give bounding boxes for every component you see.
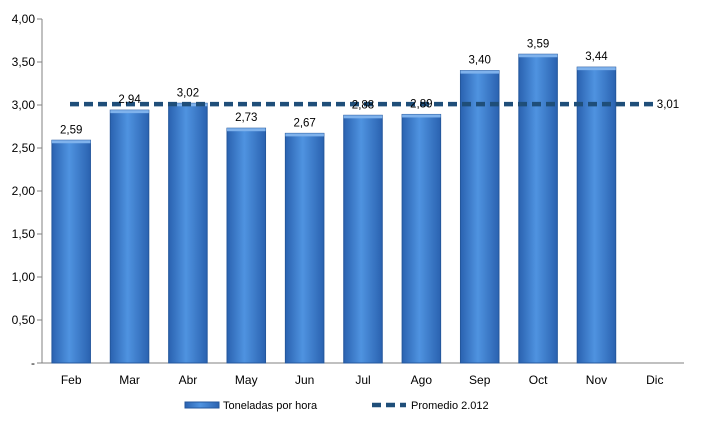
bar-top-highlight (402, 114, 441, 118)
bar-value-label: 2,88 (352, 99, 374, 111)
y-tick-label: 2,50 (12, 141, 36, 155)
bar-value-label: 3,44 (585, 51, 608, 63)
legend: Toneladas por hora Promedio 2.012 (184, 400, 489, 412)
bar-value-label: 2,67 (293, 117, 315, 129)
y-axis-ticks: - 0,50 1,00 1,50 2,00 2,50 3,00 3,50 4,00 (12, 12, 42, 370)
x-tick-label: Oct (529, 373, 548, 387)
average-line-series: 3,01 (70, 99, 679, 111)
bar-value-label: 2,59 (60, 124, 82, 136)
y-tick-label: 1,00 (12, 270, 36, 284)
bar (168, 102, 208, 364)
bar (226, 127, 267, 364)
bar-top-highlight (518, 54, 558, 58)
y-tick-label: 2,00 (12, 184, 36, 198)
bar (109, 109, 150, 364)
bar (284, 132, 325, 364)
bar-value-label: 2,94 (118, 94, 141, 106)
bar-top-highlight (110, 110, 149, 114)
bar-top-highlight (51, 140, 91, 144)
x-tick-label: Feb (61, 373, 82, 387)
bar (518, 53, 558, 364)
y-tick-label: - (31, 356, 35, 370)
bar (459, 70, 500, 364)
x-tick-label: Mar (119, 373, 140, 387)
y-tick-label: 3,00 (12, 98, 36, 112)
bar-top-highlight (343, 115, 383, 119)
y-tick-label: 3,50 (12, 55, 36, 69)
bar-value-label: 3,02 (177, 87, 199, 99)
bar (401, 113, 442, 364)
y-tick-label: 1,50 (12, 227, 36, 241)
y-tick-label: 4,00 (12, 12, 36, 26)
bar-top-highlight (227, 128, 266, 132)
bar-top-highlight (460, 70, 499, 74)
x-axis-ticks: Feb Mar Abr May Jun Jul Ago Sep Oct Nov Dic (61, 373, 664, 387)
bar (51, 139, 91, 364)
x-tick-label: Sep (469, 373, 491, 387)
bar-top-highlight (285, 133, 324, 137)
x-tick-label: Jul (355, 373, 370, 387)
bar-value-label: 2,73 (235, 112, 257, 124)
legend-bar-swatch (184, 401, 220, 409)
x-tick-label: Dic (646, 373, 663, 387)
x-tick-label: Nov (586, 373, 607, 387)
x-tick-label: Abr (179, 373, 198, 387)
bar-top-highlight (577, 67, 616, 71)
y-tick-label: 0,50 (12, 313, 36, 327)
legend-line-label: Promedio 2.012 (411, 400, 489, 412)
bar-value-label: 3,40 (469, 55, 491, 67)
x-tick-label: May (235, 373, 258, 387)
x-tick-label: Jun (295, 373, 314, 387)
legend-bar-label: Toneladas por hora (223, 400, 318, 412)
bar-data-labels: 2,59 2,94 3,02 2,73 2,67 2,88 2,89 3,40 3,59 3,44 (60, 38, 608, 136)
x-tick-label: Ago (411, 373, 433, 387)
bar (576, 66, 617, 364)
bar-value-label: 2,89 (410, 98, 432, 110)
bar-value-label: 3,59 (527, 38, 549, 50)
average-value-label: 3,01 (657, 99, 679, 111)
bar (343, 114, 383, 364)
